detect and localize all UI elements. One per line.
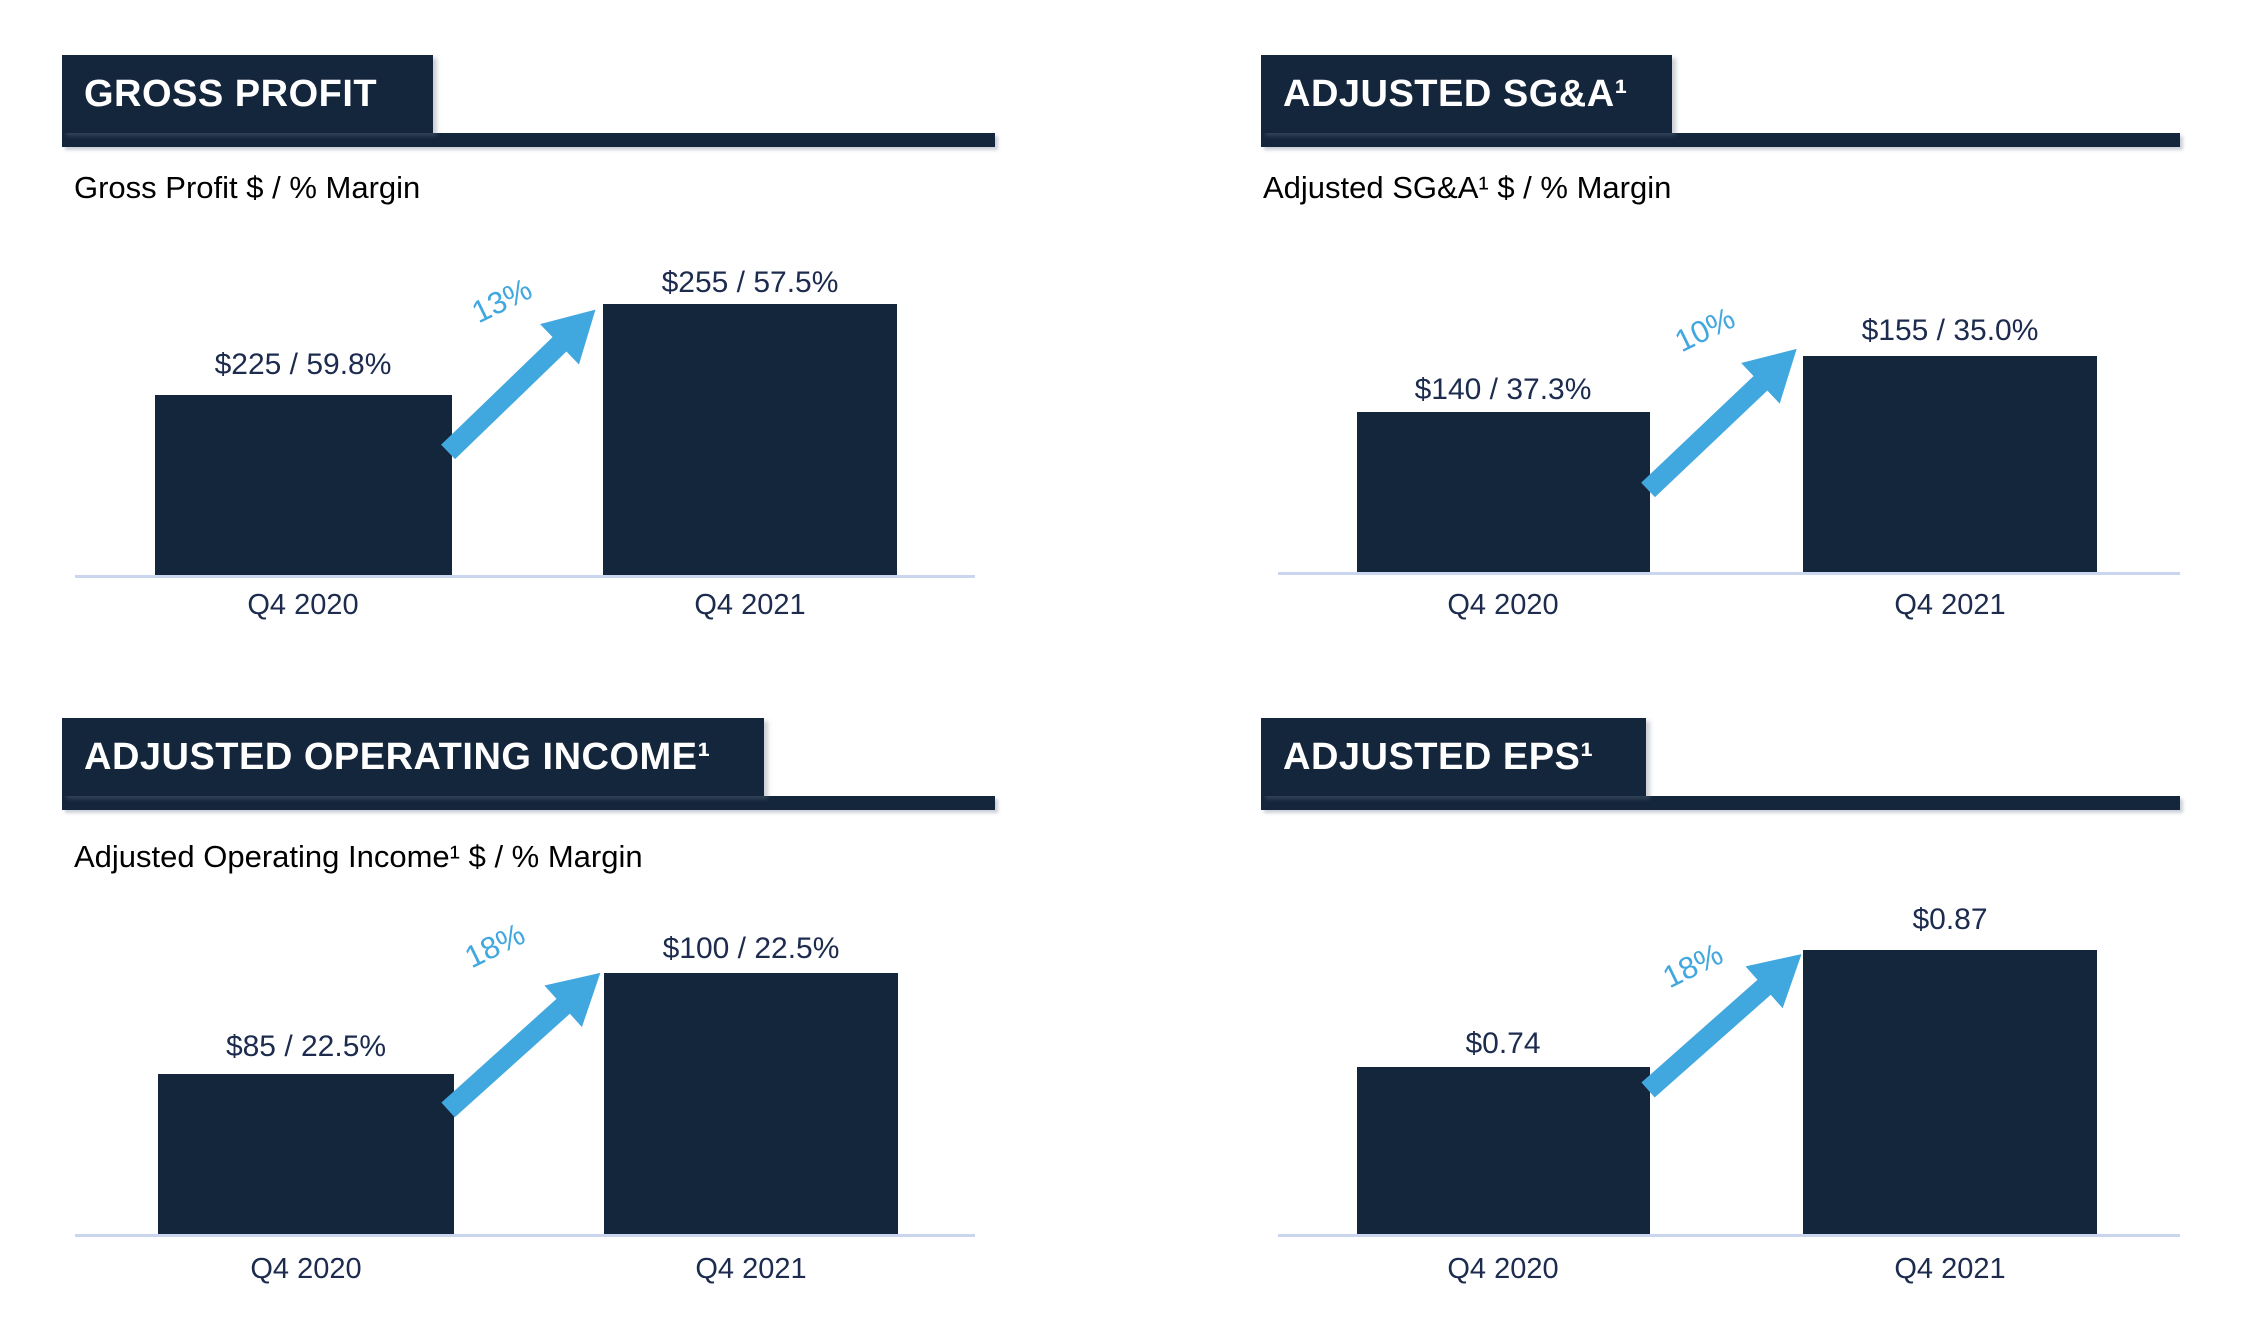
growth-percent-label: 18% — [459, 916, 531, 975]
section-title: ADJUSTED SG&A¹ — [1283, 72, 1628, 115]
x-axis-label: Q4 2021 — [1894, 589, 2006, 621]
x-axis-label: Q4 2020 — [247, 589, 359, 621]
x-axis-line — [1278, 1234, 2180, 1237]
adjusted-sga-panel: ADJUSTED SG&A¹ Adjusted SG&A¹ $ / % Marg… — [1261, 55, 2180, 655]
growth-arrow-icon — [1641, 954, 1802, 1098]
growth-arrow-icon — [441, 309, 596, 460]
adjusted-eps-header: ADJUSTED EPS¹ — [1261, 718, 1646, 796]
bar-value-label: $155 / 35.0% — [1861, 314, 2039, 347]
adjusted-sga-header: ADJUSTED SG&A¹ — [1261, 55, 1672, 133]
bar-value-label: $225 / 59.8% — [214, 348, 392, 381]
growth-arrow-icon — [441, 972, 601, 1118]
bar-q4-2020 — [1357, 412, 1650, 572]
section-title: ADJUSTED OPERATING INCOME¹ — [84, 735, 711, 778]
adjusted-operating-income-panel: ADJUSTED OPERATING INCOME¹ Adjusted Oper… — [62, 718, 995, 1318]
bar-q4-2021 — [604, 973, 898, 1234]
header-underline — [1261, 796, 2180, 810]
bar-q4-2020 — [158, 1074, 454, 1234]
bar-value-label: $0.74 — [1465, 1027, 1541, 1060]
x-axis-label: Q4 2021 — [695, 1253, 807, 1285]
x-axis-line — [1278, 572, 2180, 575]
x-axis-label: Q4 2020 — [1447, 589, 1559, 621]
header-underline — [62, 133, 995, 147]
bar-q4-2020 — [1357, 1067, 1650, 1234]
bar-value-label: $0.87 — [1912, 903, 1988, 936]
x-axis-label: Q4 2020 — [1447, 1253, 1559, 1285]
adjusted-eps-panel: ADJUSTED EPS¹ $0.74 $0.87 18% Q4 2020 Q4… — [1261, 718, 2180, 1318]
bar-value-label: $255 / 57.5% — [661, 266, 839, 299]
bar-q4-2021 — [1803, 950, 2097, 1234]
growth-arrow-icon — [1641, 348, 1797, 498]
chart-subtitle: Gross Profit $ / % Margin — [74, 170, 421, 205]
chart-subtitle: Adjusted Operating Income¹ $ / % Margin — [74, 839, 643, 874]
header-underline — [62, 796, 995, 810]
x-axis-label: Q4 2020 — [250, 1253, 362, 1285]
adjusted-operating-income-header: ADJUSTED OPERATING INCOME¹ — [62, 718, 764, 796]
section-title: ADJUSTED EPS¹ — [1283, 735, 1594, 778]
x-axis-line — [75, 575, 975, 578]
bar-value-label: $140 / 37.3% — [1414, 373, 1592, 406]
gross-profit-panel: GROSS PROFIT Gross Profit $ / % Margin $… — [62, 55, 995, 655]
bar-q4-2020 — [155, 395, 452, 575]
header-underline — [1261, 133, 2180, 147]
bar-value-label: $85 / 22.5% — [225, 1030, 387, 1063]
x-axis-label: Q4 2021 — [1894, 1253, 2006, 1285]
gross-profit-header: GROSS PROFIT — [62, 55, 433, 133]
chart-subtitle: Adjusted SG&A¹ $ / % Margin — [1263, 170, 1672, 205]
section-title: GROSS PROFIT — [84, 72, 378, 115]
bar-value-label: $100 / 22.5% — [662, 932, 840, 965]
bar-q4-2021 — [1803, 356, 2097, 572]
bar-q4-2021 — [603, 304, 897, 575]
x-axis-line — [75, 1234, 975, 1237]
x-axis-label: Q4 2021 — [694, 589, 806, 621]
